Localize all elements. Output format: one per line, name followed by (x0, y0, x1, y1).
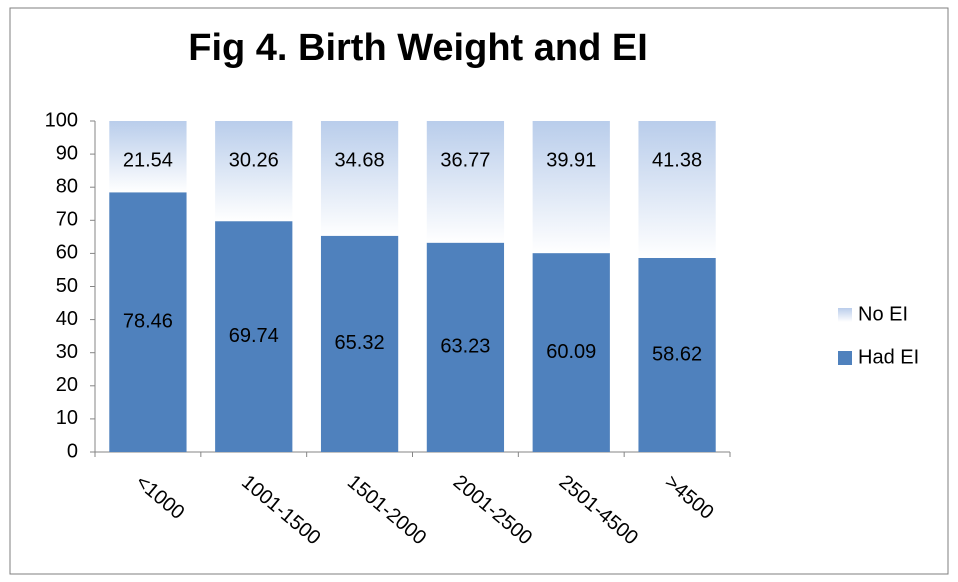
data-label: 36.77 (440, 149, 490, 171)
data-label: 21.54 (123, 149, 173, 171)
bar-segment (638, 121, 716, 258)
y-tick-label: 100 (45, 109, 78, 131)
data-label: 58.62 (652, 343, 702, 365)
y-tick-label: 0 (67, 440, 78, 462)
y-tick-label: 50 (56, 275, 78, 297)
legend-label: Had EI (858, 346, 919, 368)
data-label: 41.38 (652, 149, 702, 171)
chart-title: Fig 4. Birth Weight and EI (188, 27, 648, 69)
y-tick-label: 30 (56, 341, 78, 363)
bar-segment (320, 235, 399, 452)
data-label: 34.68 (335, 149, 385, 171)
data-label: 63.23 (440, 336, 490, 358)
y-tick-label: 10 (56, 407, 78, 429)
bar-segment (109, 192, 187, 452)
bar-segment (426, 242, 505, 452)
data-label: 69.74 (229, 325, 279, 347)
y-tick-label: 40 (56, 308, 78, 330)
bar-segment (426, 121, 505, 243)
legend-swatch (838, 308, 852, 322)
y-tick-label: 90 (56, 142, 78, 164)
legend-label: No EI (858, 303, 908, 325)
bar-segment (638, 257, 716, 452)
y-tick-label: 70 (56, 209, 78, 231)
bar-segment (215, 121, 293, 222)
data-label: 39.91 (546, 149, 596, 171)
bar-segment (109, 121, 187, 193)
bar-segment (215, 221, 293, 452)
y-tick-label: 60 (56, 242, 78, 264)
legend-swatch (838, 351, 852, 365)
y-tick-label: 20 (56, 374, 78, 396)
y-tick-label: 80 (56, 175, 78, 197)
bar-segment (532, 253, 610, 452)
bar-segment (532, 121, 610, 254)
data-label: 78.46 (123, 310, 173, 332)
bar-segment (320, 121, 399, 236)
data-label: 30.26 (229, 149, 279, 171)
data-label: 60.09 (546, 341, 596, 363)
data-label: 65.32 (335, 332, 385, 354)
